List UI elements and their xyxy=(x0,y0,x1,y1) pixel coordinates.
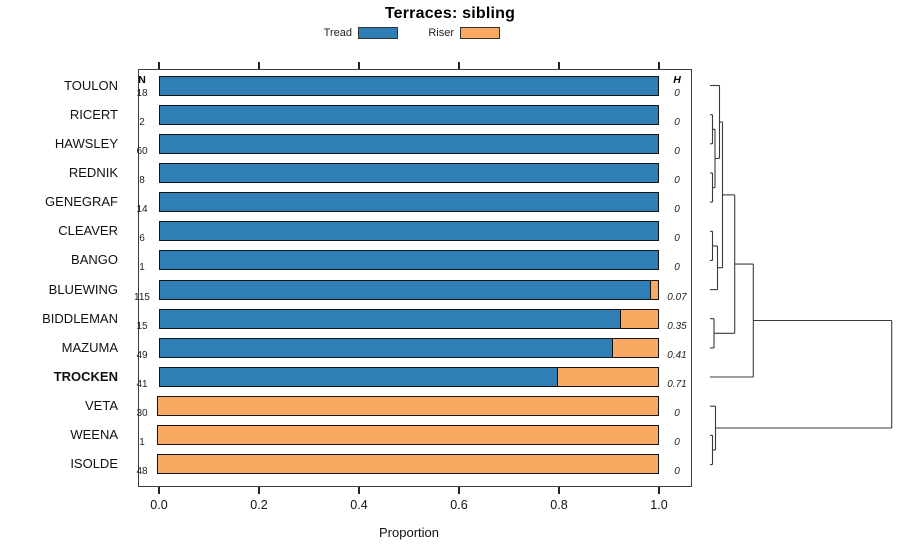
bar-segment-riser xyxy=(157,425,659,446)
category-label: GENEGRAF xyxy=(45,194,118,210)
n-value: 18 xyxy=(136,87,148,99)
x-tick-label: 0.8 xyxy=(550,498,568,512)
category-label: BLUEWING xyxy=(48,281,118,297)
bottom-tick xyxy=(158,487,160,494)
top-tick xyxy=(458,62,460,69)
n-value: 48 xyxy=(136,466,148,478)
x-axis-title: Proportion xyxy=(379,525,439,540)
bar-segment-tread xyxy=(159,104,659,125)
h-value: 0 xyxy=(674,437,680,449)
bar-segment-riser xyxy=(557,367,659,387)
n-value: 8 xyxy=(139,174,145,186)
bar-segment-riser xyxy=(157,396,659,417)
h-column-header: H xyxy=(673,74,681,86)
bottom-tick xyxy=(258,487,260,494)
x-tick-label: 1.0 xyxy=(650,498,668,512)
n-value: 1 xyxy=(139,437,145,449)
h-value: 0.71 xyxy=(667,379,687,390)
top-tick xyxy=(358,62,360,69)
top-tick xyxy=(558,62,560,69)
h-value: 0 xyxy=(674,204,680,216)
h-value: 0 xyxy=(674,408,680,420)
category-label: BIDDLEMAN xyxy=(42,310,118,326)
category-label: TOULON xyxy=(64,77,118,93)
h-value: 0.41 xyxy=(667,349,687,361)
n-value: 2 xyxy=(139,116,145,128)
bar-segment-riser xyxy=(649,279,659,300)
top-tick xyxy=(158,62,160,69)
legend-riser-swatch xyxy=(460,27,500,39)
x-tick-label: 0.4 xyxy=(350,498,368,512)
bar-segment-tread xyxy=(159,250,659,271)
category-label: HAWSLEY xyxy=(54,135,118,151)
bar-segment-riser xyxy=(157,454,659,475)
x-tick-label: 0.2 xyxy=(250,498,268,512)
n-value: 115 xyxy=(134,291,150,303)
h-value: 0 xyxy=(674,262,680,274)
h-value: 0 xyxy=(674,116,680,128)
bottom-tick xyxy=(658,487,660,494)
n-value: 1 xyxy=(139,262,145,274)
bar-segment-tread xyxy=(159,162,659,183)
n-value: 49 xyxy=(136,349,148,361)
n-value: 15 xyxy=(136,320,148,332)
h-value: 0 xyxy=(674,466,680,478)
category-label: WEENA xyxy=(70,427,118,443)
bar-segment-tread xyxy=(159,192,659,213)
category-label: RICERT xyxy=(69,106,118,122)
legend-tread-swatch xyxy=(358,27,398,39)
category-label: VETA xyxy=(85,398,118,414)
top-tick xyxy=(658,62,660,69)
h-value: 0.07 xyxy=(667,291,687,303)
h-value: 0 xyxy=(674,87,680,99)
bar-segment-tread xyxy=(159,133,659,154)
bar-segment-riser xyxy=(612,337,659,358)
top-tick xyxy=(258,62,260,69)
n-value: 60 xyxy=(136,145,148,157)
bar-segment-tread xyxy=(159,75,659,96)
h-value: 0.35 xyxy=(667,320,687,332)
legend-riser-label: Riser xyxy=(428,27,454,39)
bottom-tick xyxy=(358,487,360,494)
h-value: 0 xyxy=(674,233,680,245)
category-label: ISOLDE xyxy=(70,456,118,472)
h-value: 0 xyxy=(674,145,680,157)
h-value: 0 xyxy=(674,174,680,186)
category-label: BANGO xyxy=(71,252,118,268)
x-tick-label: 0.6 xyxy=(450,498,468,512)
category-label: CLEAVER xyxy=(58,223,118,239)
n-column-header: N xyxy=(138,74,146,86)
n-value: 30 xyxy=(136,408,148,420)
chart-title: Terraces: sibling xyxy=(384,5,516,22)
x-tick-label: 0.0 xyxy=(150,498,168,512)
bottom-tick xyxy=(558,487,560,494)
bar-segment-riser xyxy=(619,308,659,329)
n-value: 6 xyxy=(139,233,145,245)
n-value: 14 xyxy=(136,204,148,216)
category-label: MAZUMA xyxy=(61,339,118,355)
bar-segment-tread xyxy=(159,221,659,242)
legend-tread-label: Tread xyxy=(323,27,352,39)
category-label: TROCKEN xyxy=(53,369,118,384)
category-label: REDNIK xyxy=(68,164,118,180)
n-value: 41 xyxy=(136,379,148,390)
bottom-tick xyxy=(458,487,460,494)
